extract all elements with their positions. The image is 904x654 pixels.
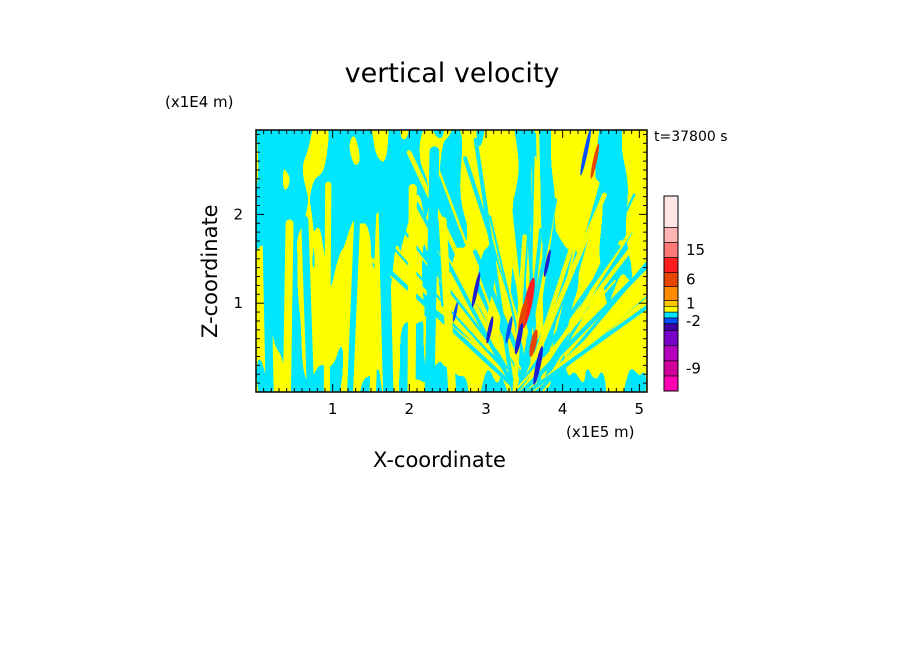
field-band: [424, 146, 440, 392]
velocity-cell: [486, 316, 494, 344]
velocity-cell: [514, 323, 524, 355]
time-label: t=37800 s: [654, 129, 728, 145]
colorbar-level: [663, 323, 679, 331]
velocity-cell: [580, 130, 592, 176]
colorbar-level: [663, 330, 679, 347]
colorbar-label: 15: [686, 241, 705, 259]
wave-streak: [512, 279, 616, 392]
colorbar-label: -9: [686, 359, 701, 377]
colorbar-level: [663, 317, 679, 324]
colorbar: -9 -21 6 15: [663, 195, 705, 392]
colorbar-level: [663, 345, 679, 362]
y-axis-ticks: 12: [233, 133, 647, 384]
x-axis-unit: (x1E5 m): [566, 423, 635, 441]
velocity-cell: [505, 316, 513, 344]
field-band: [301, 215, 315, 392]
field-band: [323, 181, 332, 392]
x-tick-label: 1: [328, 400, 338, 418]
field-band: [369, 212, 383, 392]
colorbar-label: -2: [686, 312, 701, 330]
wave-streak: [516, 198, 558, 392]
x-tick-label: 4: [558, 400, 568, 418]
x-tick-label: 3: [481, 400, 491, 418]
wave-streak: [473, 137, 516, 392]
wave-streak: [519, 262, 647, 392]
field-band: [282, 219, 294, 392]
colorbar-level: [663, 286, 679, 301]
wave-streak: [518, 192, 607, 392]
colorbar-label: 1: [686, 294, 696, 312]
y-axis-unit: (x1E4 m): [165, 93, 234, 111]
x-axis-label: X-coordinate: [373, 448, 506, 472]
colorbar-level: [663, 375, 679, 392]
wave-streak: [512, 234, 527, 392]
colorbar-level: [663, 305, 679, 313]
colorbar-level: [663, 242, 679, 258]
field-band: [407, 183, 417, 392]
velocity-cell: [533, 345, 543, 385]
plot-frame: [255, 129, 648, 393]
wave-streak: [513, 244, 621, 392]
colorbar-level: [663, 272, 679, 287]
field-band: [261, 190, 274, 392]
velocity-cell: [529, 329, 538, 357]
colorbar-level: [663, 311, 679, 319]
colorbar-level: [663, 227, 679, 243]
colorbar-level: [663, 300, 679, 307]
x-tick-label: 5: [635, 400, 645, 418]
velocity-cell: [471, 272, 481, 308]
x-tick-label: 2: [405, 400, 415, 418]
velocity-cell: [543, 249, 551, 277]
wave-streak: [526, 304, 647, 392]
x-axis-ticks: 1 2 3 4 5: [263, 130, 645, 418]
y-tick-label: 1: [233, 294, 243, 312]
field-band: [438, 216, 457, 392]
wave-streak: [518, 224, 647, 392]
field-band: [377, 172, 394, 392]
colorbar-label: 6: [686, 271, 696, 289]
chart-title: vertical velocity: [344, 58, 560, 89]
wave-streak: [406, 150, 526, 392]
velocity-cell: [590, 143, 600, 179]
colorbar-frame: [663, 195, 679, 392]
velocity-field: [256, 130, 647, 392]
colorbar-level: [663, 360, 679, 377]
colorbar-level: [663, 195, 679, 228]
colorbar-level: [663, 257, 679, 273]
y-tick-label: 2: [233, 205, 243, 223]
velocity-cell: [452, 302, 458, 322]
field-band: [347, 182, 362, 392]
